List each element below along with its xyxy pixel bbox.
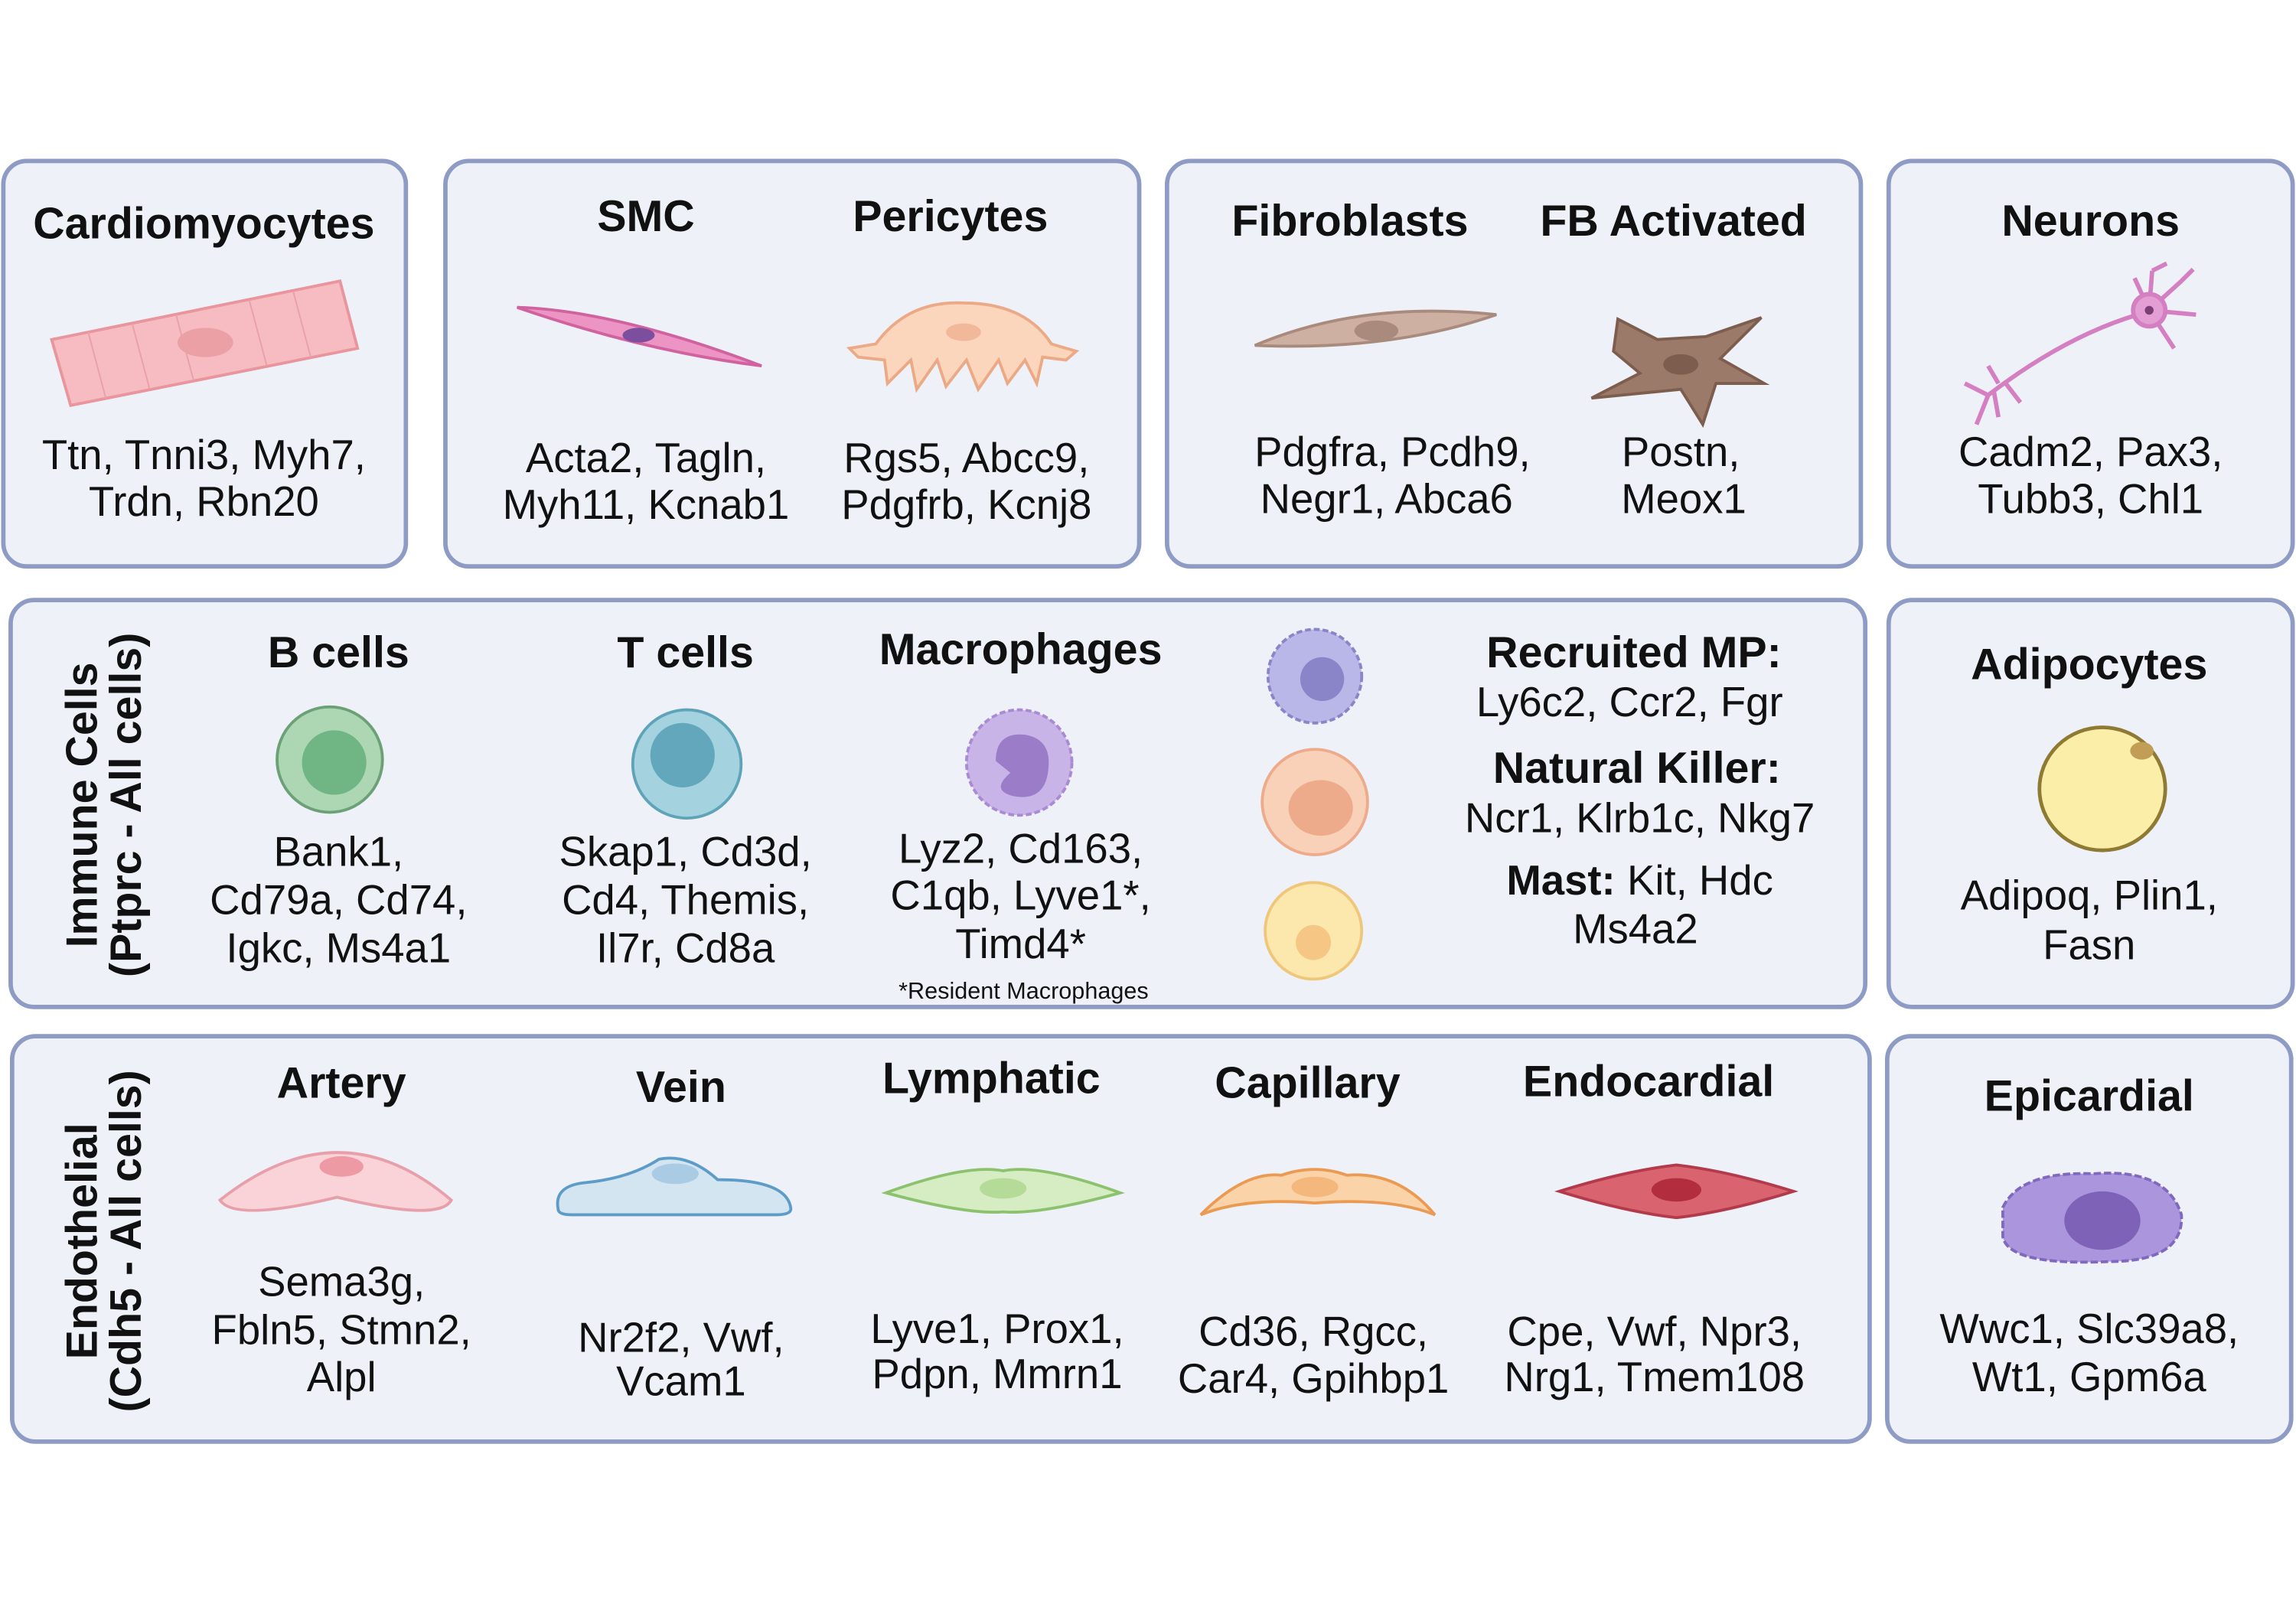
marker-line: Cadm2, Pax3,: [1958, 429, 2223, 475]
marker-line: Lyve1, Prox1,: [870, 1305, 1124, 1352]
cell-title: Capillary: [1215, 1058, 1400, 1107]
marker-line: Ttn, Tnni3, Myh7,: [42, 432, 366, 478]
marker-line: Car4, Gpihbp1: [1178, 1355, 1449, 1402]
footnote: *Resident Macrophages: [899, 978, 1149, 1004]
vein-icon: [556, 1156, 793, 1217]
marker-line: Pdpn, Mmrn1: [872, 1351, 1122, 1397]
marker-line: Rgs5, Abcc9,: [843, 435, 1089, 481]
marker-line: Vcam1: [616, 1358, 746, 1405]
marker-line: Myh11, Kcnab1: [503, 481, 790, 528]
cell-title: Fibroblasts: [1231, 197, 1468, 246]
group-label: (Ptprc - All cells): [102, 633, 151, 977]
marker-line: Wwc1, Slc39a8,: [1939, 1305, 2239, 1352]
t-cell-icon: [631, 708, 743, 820]
cell-title: Vein: [636, 1063, 726, 1112]
cell-title: Mast:: [1506, 858, 1615, 905]
marker-line: Postn,: [1622, 429, 1740, 475]
group-label: (Cdh5 - All cells): [102, 1070, 151, 1412]
cardiomyocyte-icon: [50, 279, 360, 408]
marker-line: Nrg1, Tmem108: [1504, 1354, 1805, 1400]
mast-line: Mast: Kit, Hdc: [1506, 858, 1773, 905]
fb-activated-icon: [1590, 316, 1770, 429]
neuron-icon: [1963, 261, 2197, 425]
marker-line: Tubb3, Chl1: [1978, 475, 2203, 522]
marker-line: Ncr1, Klrb1c, Nkg7: [1465, 794, 1815, 841]
marker-line: Negr1, Abca6: [1261, 475, 1513, 522]
capillary-icon: [1199, 1168, 1437, 1217]
marker-line: Sema3g,: [258, 1259, 425, 1305]
nk-cell-icon: [1261, 748, 1369, 856]
cell-title: Epicardial: [1985, 1071, 2194, 1120]
group-label: Endothelial: [58, 1123, 107, 1359]
fibroblast-icon: [1254, 309, 1497, 348]
marker-line: Trdn, Rbn20: [89, 478, 319, 525]
marker-line: C1qb, Lyve1*,: [890, 872, 1150, 919]
marker-line: Bank1,: [274, 828, 404, 875]
marker-line: Acta2, Tagln,: [526, 435, 766, 481]
cell-title: Natural Killer:: [1493, 744, 1781, 793]
marker-line: Il7r, Cd8a: [596, 925, 775, 972]
cell-title: FB Activated: [1540, 197, 1806, 246]
marker-line: Timd4*: [955, 921, 1086, 967]
cell-title: Neurons: [2001, 197, 2180, 246]
lymphatic-icon: [881, 1168, 1125, 1214]
marker-line: Kit, Hdc: [1627, 858, 1773, 905]
marker-line: Wt1, Gpm6a: [1972, 1354, 2207, 1400]
pericyte-icon: [846, 301, 1080, 393]
cell-title: Artery: [277, 1058, 406, 1107]
marker-line: Ly6c2, Ccr2, Fgr: [1476, 679, 1783, 725]
endocardial-icon: [1554, 1163, 1799, 1220]
marker-line: Ms4a2: [1573, 906, 1698, 953]
artery-icon: [217, 1151, 454, 1212]
marker-line: Pdgfra, Pcdh9,: [1254, 429, 1531, 475]
adipocyte-icon: [2037, 725, 2167, 852]
marker-line: Igkc, Ms4a1: [226, 925, 451, 972]
cell-title: Pericytes: [853, 192, 1048, 241]
cell-title: Recruited MP:: [1486, 628, 1782, 677]
marker-line: Skap1, Cd3d,: [559, 828, 812, 875]
macrophage-icon: [964, 708, 1074, 817]
marker-line: Nr2f2, Vwf,: [578, 1314, 784, 1361]
recruited-mp-icon: [1266, 627, 1364, 725]
cell-title: Macrophages: [879, 625, 1163, 674]
group-label: Immune Cells: [58, 662, 107, 947]
cell-title: T cells: [617, 628, 754, 677]
cell-title: Adipocytes: [1971, 640, 2207, 689]
panel: [1164, 158, 1864, 569]
marker-line: Fasn: [2043, 922, 2135, 969]
cell-title: Lymphatic: [882, 1054, 1101, 1103]
marker-line: Cd36, Rgcc,: [1199, 1309, 1428, 1355]
marker-line: Alpl: [307, 1354, 377, 1400]
smc-icon: [517, 305, 762, 368]
marker-line: Cpe, Vwf, Npr3,: [1507, 1309, 1802, 1355]
panel: [443, 158, 1142, 569]
epicardial-icon: [2001, 1172, 2183, 1264]
marker-line: Fbln5, Stmn2,: [212, 1307, 471, 1354]
marker-line: Cd79a, Cd74,: [210, 876, 467, 923]
marker-line: Cd4, Themis,: [562, 876, 809, 923]
cell-title: Endocardial: [1523, 1057, 1774, 1106]
cell-title: B cells: [268, 628, 409, 677]
cell-title: SMC: [597, 192, 694, 241]
panel: [9, 1034, 1872, 1444]
mast-cell-icon: [1264, 881, 1364, 981]
marker-line: Lyz2, Cd163,: [899, 826, 1143, 872]
panel: [8, 598, 1868, 1009]
cell-title: Cardiomyocytes: [33, 200, 374, 249]
b-cell-icon: [276, 705, 384, 814]
marker-line: Meox1: [1621, 475, 1746, 522]
marker-line: Adipoq, Plin1,: [1961, 872, 2218, 919]
marker-line: Pdgfrb, Kcnj8: [841, 481, 1091, 528]
panel: [1886, 158, 2295, 569]
